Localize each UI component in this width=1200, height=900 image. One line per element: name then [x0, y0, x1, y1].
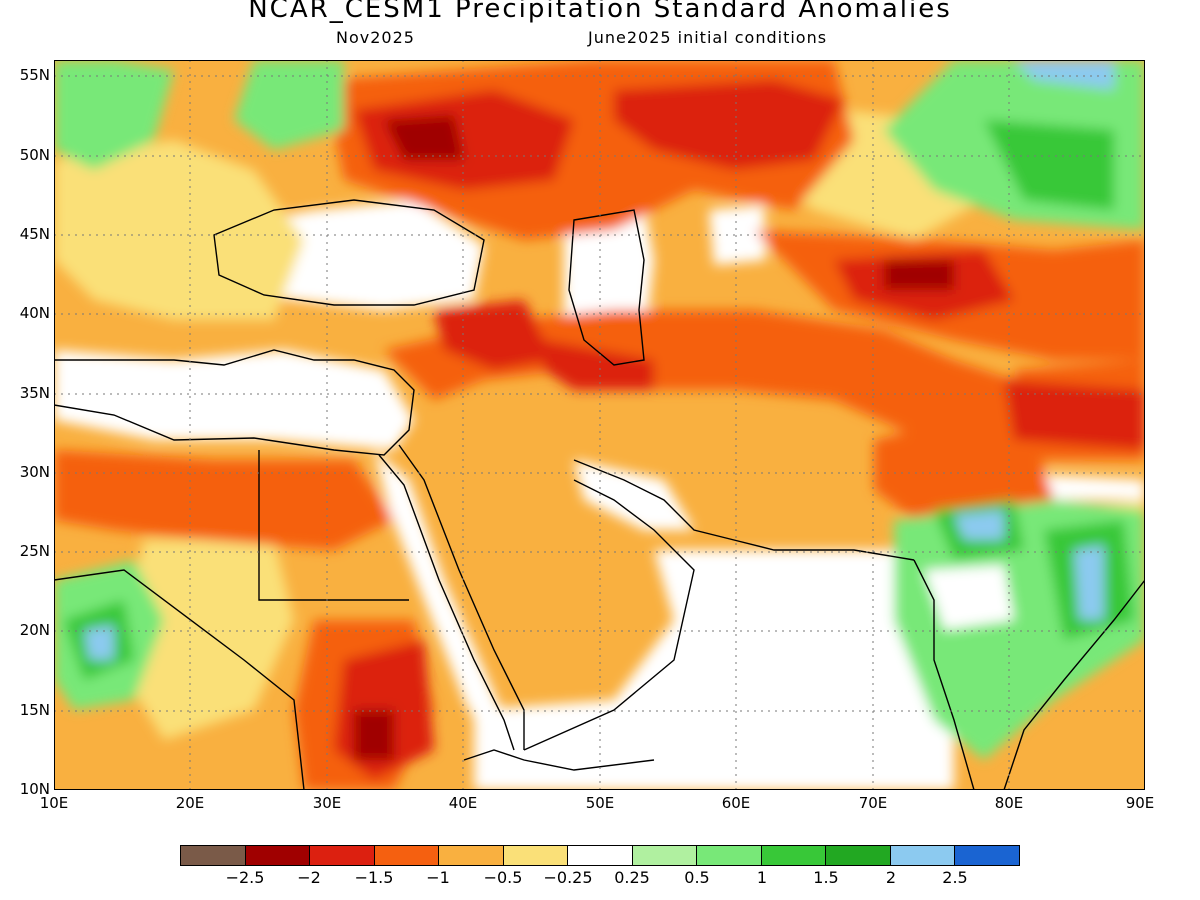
red-sea-region — [374, 450, 514, 760]
siberia-dark-green — [984, 120, 1114, 210]
sahara-orange — [54, 450, 394, 550]
caspian-coast — [568, 209, 645, 366]
arabian-sea-region — [474, 550, 954, 790]
lat-label: 50N — [19, 146, 50, 164]
colorbar-tick-label: −0.5 — [483, 868, 523, 887]
colorbar-swatch — [697, 846, 762, 865]
colorbar-tick-label: −1.5 — [354, 868, 394, 887]
colorbar-tick-label: 2.5 — [942, 868, 968, 887]
lon-label: 80E — [994, 794, 1024, 812]
lon-label: 90E — [1125, 794, 1155, 812]
chad-blue — [84, 625, 114, 660]
lon-label: 30E — [312, 794, 342, 812]
colorbar — [180, 845, 1020, 866]
forecast-month: Nov2025 — [336, 28, 415, 47]
colorbar-swatch — [568, 846, 633, 865]
poland-green — [234, 60, 344, 150]
lon-label: 60E — [721, 794, 751, 812]
lat-label: 30N — [19, 463, 50, 481]
colorbar-tick-label: −1 — [426, 868, 450, 887]
anomaly-map-svg — [54, 60, 1145, 790]
colorbar-swatch — [826, 846, 891, 865]
colorbar-tick-label: −2.5 — [225, 868, 265, 887]
chart-title: NCAR_CESM1 Precipitation Standard Anomal… — [248, 0, 952, 24]
red-sea-coast — [378, 454, 515, 751]
red-sea-coast-east — [398, 444, 525, 750]
arabia-south-coast — [523, 479, 695, 751]
africa-yellow — [114, 540, 294, 740]
caucasus-red — [434, 300, 554, 370]
colorbar-swatch — [374, 846, 440, 865]
kazakh-white — [709, 205, 766, 265]
colorbar-swatch — [245, 846, 311, 865]
lon-label: 50E — [585, 794, 615, 812]
black-sea-coast — [213, 199, 485, 306]
colorbar-tick-label: 0.5 — [684, 868, 710, 887]
colorbar-swatch — [181, 846, 246, 865]
lat-label: 25N — [19, 542, 50, 560]
lat-label: 55N — [19, 66, 50, 84]
colorbar-swatch — [632, 846, 698, 865]
mediterranean-region — [54, 350, 414, 450]
india-blue — [954, 510, 1004, 540]
bengal-blue — [1074, 545, 1104, 620]
lat-label: 35N — [19, 384, 50, 402]
kyrgyz-core — [884, 260, 954, 290]
colorbar-tick-label: 2 — [885, 868, 897, 887]
coastlines — [54, 199, 1145, 790]
india-white — [924, 565, 1014, 630]
colorbar-tick-label: 0.25 — [614, 868, 650, 887]
lon-label: 70E — [858, 794, 888, 812]
colorbar-swatch — [890, 846, 956, 865]
balkans-yellow — [54, 140, 304, 320]
lon-label: 20E — [175, 794, 205, 812]
tibet-red — [1004, 380, 1145, 450]
lat-label: 15N — [19, 701, 50, 719]
lat-label: 20N — [19, 621, 50, 639]
africa-horn-coast — [463, 749, 655, 771]
colorbar-tick-label: 1 — [756, 868, 768, 887]
india-coast-east — [1003, 579, 1145, 790]
lon-label: 40E — [448, 794, 478, 812]
ukraine-core — [384, 115, 464, 160]
northwest-green — [54, 60, 174, 170]
anomaly-map — [54, 60, 1145, 790]
colorbar-swatch — [439, 846, 504, 865]
gulf-region — [574, 460, 694, 530]
colorbar-swatch — [310, 846, 375, 865]
colorbar-tick-label: −2 — [297, 868, 321, 887]
colorbar-swatch — [955, 846, 1019, 865]
colorbar-tick-label: −0.25 — [543, 868, 593, 887]
russia-red — [614, 80, 844, 170]
ukraine-red — [354, 90, 574, 190]
colorbar-tick-label: 1.5 — [813, 868, 839, 887]
ethiopia-core — [354, 710, 394, 760]
colorbar-swatch — [761, 846, 827, 865]
india-coast-west — [913, 559, 975, 790]
gridlines — [54, 60, 1145, 790]
lat-label: 40N — [19, 304, 50, 322]
mediterranean-coast — [54, 349, 415, 456]
egypt-border — [258, 450, 409, 601]
lon-label: 10E — [39, 794, 69, 812]
siberia-blue — [1014, 60, 1114, 90]
lat-label: 45N — [19, 225, 50, 243]
lat-label: 10N — [19, 780, 50, 798]
initial-conditions: June2025 initial conditions — [588, 28, 828, 47]
northern-iran-red — [544, 340, 654, 390]
gulf-coast — [573, 459, 915, 561]
colorbar-swatch — [503, 846, 569, 865]
sahel-border — [54, 569, 305, 790]
